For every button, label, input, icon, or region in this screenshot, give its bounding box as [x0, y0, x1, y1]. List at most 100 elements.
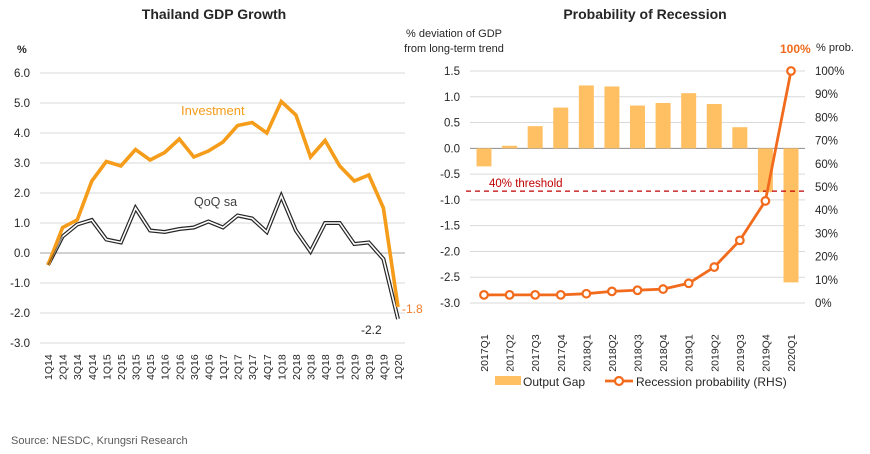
gdp-x-tick-label: 1Q14 — [43, 354, 55, 380]
gdp-y-tick-label: 4.0 — [14, 128, 30, 140]
output-gap-y-tick-label: -1.0 — [440, 195, 460, 207]
gdp-x-tick-label: 2Q17 — [233, 354, 245, 380]
gdp-x-tick-label: 2Q18 — [291, 354, 303, 380]
recession-x-tick-label: 2018Q2 — [607, 334, 619, 372]
recession-x-tick-label: 2019Q2 — [709, 334, 721, 372]
recession-x-tick-label: 2017Q1 — [479, 334, 491, 372]
recession-x-axis: 2017Q1 2017Q2 2017Q3 2017Q4 2018Q1 2018Q2 2018… — [479, 334, 798, 372]
gdp-y-axis: 6.0 5.0 4.0 3.0 2.0 1.0 0.0 -1.0 -2.0 -3.0 — [10, 68, 30, 350]
probability-y-tick-label: 40% — [815, 205, 838, 217]
probability-y-tick-label: 20% — [815, 252, 838, 264]
recession-x-tick-label: 2019Q3 — [735, 334, 747, 372]
probability-y-tick-label: 30% — [815, 228, 838, 240]
recession-x-tick-label: 2017Q2 — [505, 334, 517, 372]
gdp-x-tick-label: 1Q16 — [160, 354, 172, 380]
output-gap-y-tick-label: 0.0 — [444, 143, 460, 155]
gdp-x-tick-label: 2Q16 — [174, 354, 186, 380]
output-gap-y-tick-label: 0.5 — [444, 118, 460, 130]
qoq-sa-line-outline — [46, 190, 400, 320]
gdp-x-tick-label: 3Q14 — [72, 354, 84, 380]
gdp-y-tick-label: -3.0 — [10, 338, 30, 350]
threshold-label: 40% threshold — [489, 178, 563, 190]
gdp-y-tick-label: 2.0 — [14, 188, 30, 200]
output-gap-bar — [578, 85, 594, 149]
output-gap-bar — [553, 107, 569, 149]
recession-probability-chart: Probability of Recession % deviation of … — [404, 6, 854, 389]
investment-end-label: -1.8 — [402, 302, 423, 316]
output-gap-y-tick-label: 1.0 — [444, 92, 460, 104]
gdp-x-tick-label: 3Q17 — [247, 354, 259, 380]
recession-probability-point — [658, 284, 668, 294]
gdp-x-tick-label: 4Q14 — [87, 354, 99, 380]
gdp-x-tick-label: 4Q19 — [378, 354, 390, 380]
recession-x-tick-label: 2019Q4 — [760, 334, 772, 372]
gdp-x-tick-label: 1Q19 — [335, 354, 347, 380]
gdp-x-tick-label: 1Q20 — [393, 354, 405, 380]
gdp-x-tick-label: 4Q18 — [320, 354, 332, 380]
output-gap-bar — [732, 127, 748, 149]
output-gap-bar — [527, 126, 543, 149]
gdp-x-tick-label: 4Q17 — [262, 354, 274, 380]
legend-label-output-gap: Output Gap — [523, 375, 585, 389]
gdp-y-tick-label: 6.0 — [14, 68, 30, 80]
recession-probability-point — [479, 289, 489, 300]
recession-probability-point — [709, 262, 720, 272]
gdp-x-tick-label: 3Q16 — [189, 354, 201, 380]
qoq-sa-line — [47, 193, 399, 320]
left-axis-title-line2: from long-term trend — [404, 43, 504, 55]
gdp-y-tick-label: 1.0 — [14, 218, 30, 230]
output-gap-bar — [783, 148, 799, 283]
probability-y-tick-label: 60% — [815, 159, 838, 171]
source-note: Source: NESDC, Krungsri Research — [11, 435, 188, 447]
qoq-sa-line-start — [47, 236, 64, 266]
gdp-x-tick-label: 3Q15 — [131, 354, 143, 380]
gdp-y-tick-label: 5.0 — [14, 98, 30, 110]
legend: Output Gap Recession probability (RHS) — [495, 375, 787, 389]
recession-x-tick-label: 2017Q4 — [556, 334, 568, 372]
output-gap-bar — [655, 102, 671, 149]
recession-x-tick-label: 2018Q4 — [658, 334, 670, 372]
left-axis-title-line1: % deviation of GDP — [406, 28, 502, 40]
qoq-end-label: -2.2 — [361, 323, 382, 337]
recession-probability-point — [530, 289, 541, 300]
probability-y-tick-label: 10% — [815, 275, 838, 287]
gdp-x-axis: 1Q14 2Q14 3Q14 4Q14 1Q15 2Q15 3Q15 4Q15 1Q16 2Q16… — [43, 354, 405, 380]
output-gap-y-tick-label: -2.0 — [440, 246, 460, 258]
gdp-x-tick-label: 1Q15 — [101, 354, 113, 380]
output-gap-y-axis: 1.5 1.0 0.5 0.0 -0.5 -1.0 -1.5 -2.0 -2.5 -3.0 — [440, 66, 460, 310]
output-gap-y-tick-label: -1.5 — [440, 221, 460, 233]
recession-probability-series — [479, 66, 796, 300]
probability-y-tick-label: 50% — [815, 182, 838, 194]
gdp-x-tick-label: 4Q15 — [145, 354, 157, 380]
gdp-series — [46, 98, 400, 320]
recession-probability-point — [683, 278, 694, 289]
probability-y-tick-label: 70% — [815, 136, 838, 148]
gdp-y-tick-label: -1.0 — [10, 278, 30, 290]
gdp-growth-chart: Thailand GDP Growth % 6.0 5.0 4.0 3.0 2.0 1.0… — [10, 6, 423, 380]
legend-swatch-marker — [613, 375, 625, 387]
output-gap-bar — [706, 103, 722, 149]
probability-y-tick-label: 100% — [815, 66, 844, 78]
gdp-x-tick-label: 1Q17 — [218, 354, 230, 380]
right-axis-title: % prob. — [816, 42, 854, 54]
recession-x-tick-label: 2020Q1 — [786, 334, 798, 372]
probability-y-tick-label: 0% — [815, 298, 832, 310]
gdp-x-tick-label: 3Q19 — [364, 354, 376, 380]
gdp-x-tick-label: 1Q18 — [276, 354, 288, 380]
probability-end-label: 100% — [780, 42, 811, 56]
gdp-y-axis-title: % — [17, 44, 27, 56]
output-gap-y-tick-label: -0.5 — [440, 169, 460, 181]
recession-probability-point — [632, 285, 643, 296]
recession-x-tick-label: 2018Q1 — [581, 334, 593, 372]
gdp-y-tick-label: 0.0 — [14, 248, 30, 260]
recession-x-tick-label: 2017Q3 — [530, 334, 542, 372]
probability-y-tick-label: 90% — [815, 89, 838, 101]
output-gap-y-tick-label: -3.0 — [440, 298, 460, 310]
investment-line — [46, 98, 400, 308]
legend-label-recession-probability: Recession probability (RHS) — [636, 375, 787, 389]
investment-series-label: Investment — [181, 103, 245, 118]
recession-probability-point — [786, 66, 796, 76]
recession-probability-point — [607, 286, 617, 297]
recession-x-tick-label: 2018Q3 — [633, 334, 645, 372]
